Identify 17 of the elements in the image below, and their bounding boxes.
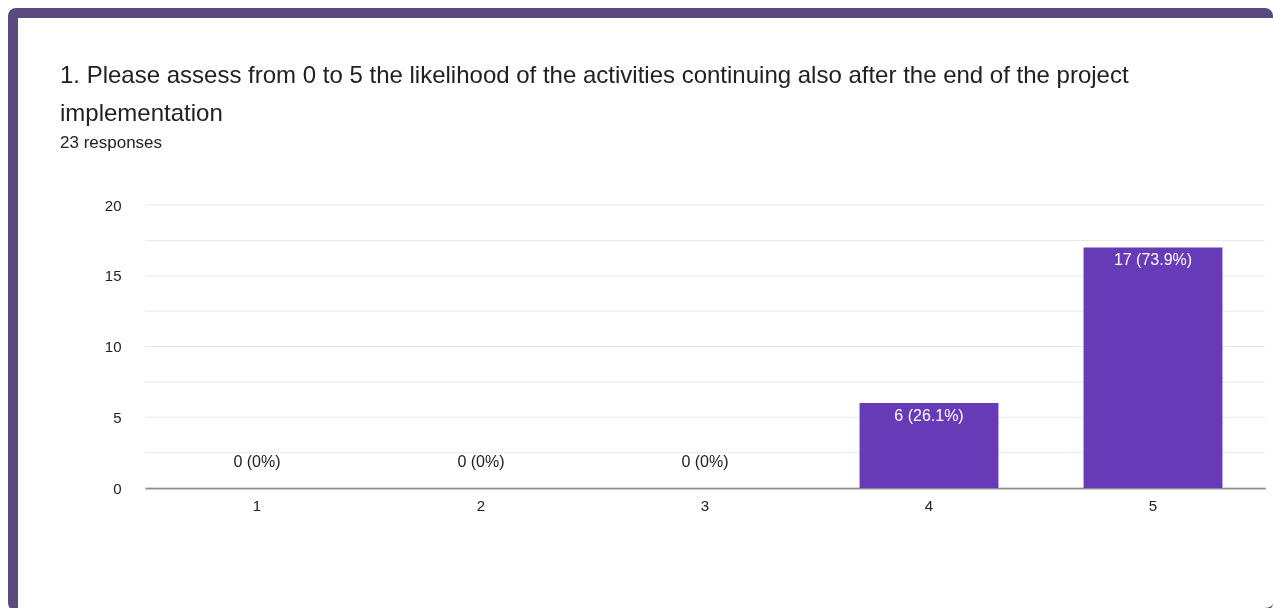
- chart-title: 1. Please assess from 0 to 5 the likelihood of the activities continuing also after the end of the project implementation: [60, 60, 1130, 128]
- x-tick-label: 1: [252, 496, 262, 514]
- data-label: 0 (0%): [457, 453, 505, 470]
- data-label: 0 (0%): [681, 453, 729, 470]
- y-tick-label: 10: [104, 338, 122, 355]
- x-tick-label: 3: [700, 496, 710, 514]
- chart-subtitle: 23 responses: [60, 133, 163, 153]
- x-tick-label: 5: [1148, 496, 1158, 514]
- y-tick-label: 0: [113, 479, 122, 497]
- x-tick-label: 2: [476, 496, 486, 514]
- x-tick-label: 4: [924, 496, 934, 514]
- y-tick-label: 20: [104, 196, 122, 214]
- data-label: 6 (26.1%): [894, 407, 964, 425]
- data-label: 0 (0%): [233, 453, 281, 470]
- y-tick-label: 15: [104, 267, 122, 285]
- data-label: 17 (73.9%): [1113, 251, 1193, 269]
- y-tick-label: 5: [113, 408, 122, 426]
